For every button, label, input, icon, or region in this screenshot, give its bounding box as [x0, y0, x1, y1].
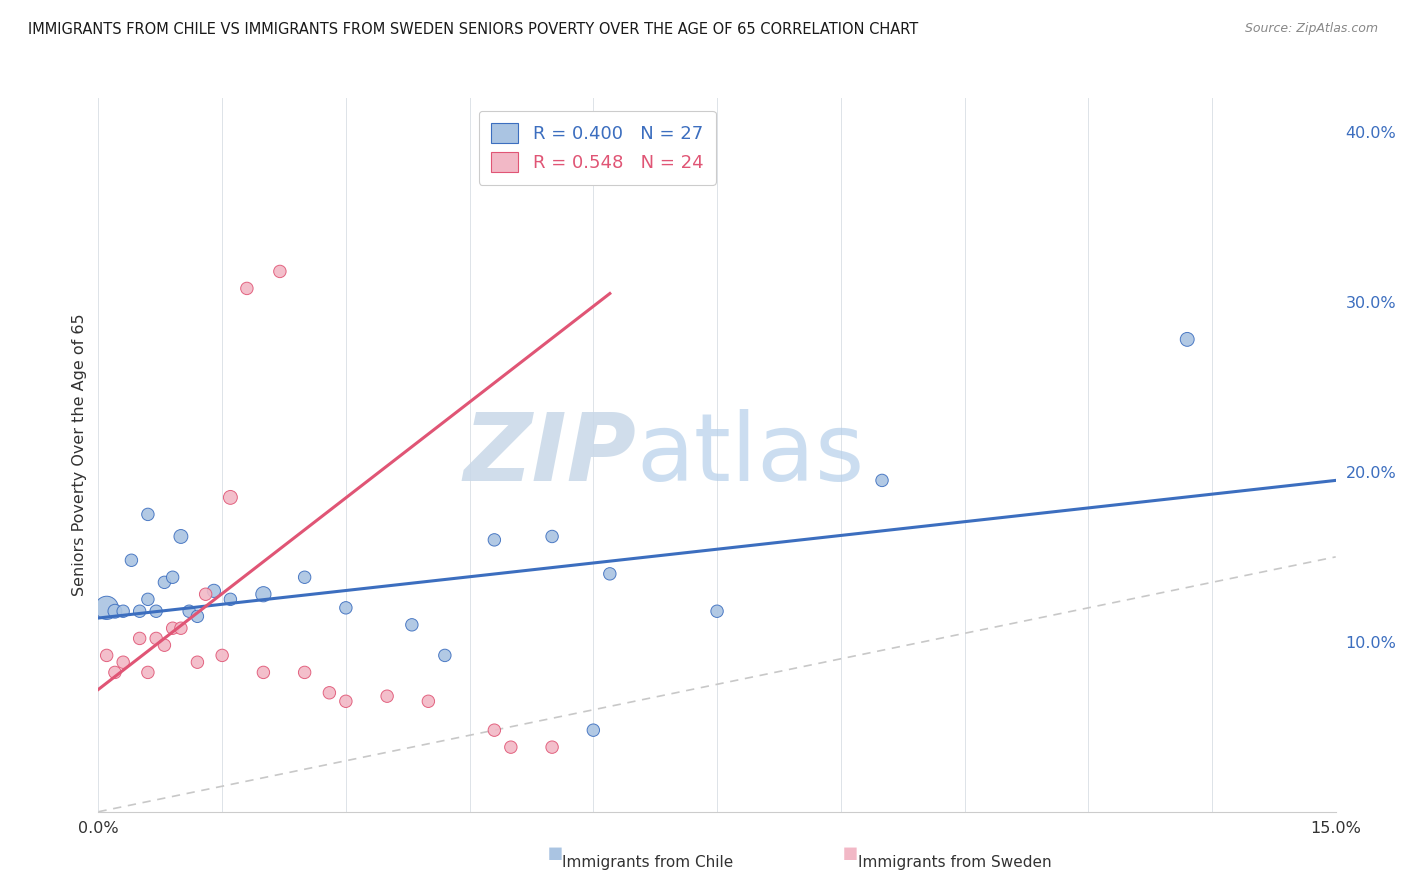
Point: [335, 694, 357, 708]
Point: [112, 655, 135, 669]
Point: [128, 604, 150, 618]
Point: [170, 621, 193, 635]
Point: [162, 570, 184, 584]
Point: [186, 609, 208, 624]
Point: [541, 529, 564, 543]
Point: [1175, 332, 1198, 346]
Point: [136, 508, 159, 522]
Point: [418, 694, 440, 708]
Point: [112, 604, 135, 618]
Point: [433, 648, 456, 663]
Point: [153, 638, 176, 652]
Point: [136, 592, 159, 607]
Point: [252, 665, 274, 680]
Point: [145, 632, 167, 646]
Point: [294, 665, 316, 680]
Point: [375, 689, 398, 703]
Point: [599, 566, 621, 581]
Point: [484, 533, 506, 547]
Point: [401, 617, 423, 632]
Point: [202, 583, 225, 598]
Point: [96, 600, 118, 615]
Y-axis label: Seniors Poverty Over the Age of 65: Seniors Poverty Over the Age of 65: [72, 314, 87, 596]
Point: [211, 648, 233, 663]
Point: [219, 592, 242, 607]
Point: [269, 264, 291, 278]
Point: [162, 621, 184, 635]
Point: [120, 553, 142, 567]
Text: ▪: ▪: [547, 841, 564, 865]
Text: IMMIGRANTS FROM CHILE VS IMMIGRANTS FROM SWEDEN SENIORS POVERTY OVER THE AGE OF : IMMIGRANTS FROM CHILE VS IMMIGRANTS FROM…: [28, 22, 918, 37]
Text: ZIP: ZIP: [464, 409, 637, 501]
Point: [219, 491, 242, 505]
Point: [870, 474, 893, 488]
Point: [136, 665, 159, 680]
Point: [541, 740, 564, 755]
Point: [252, 587, 274, 601]
Point: [186, 655, 208, 669]
Point: [582, 723, 605, 738]
Legend: R = 0.400   N = 27, R = 0.548   N = 24: R = 0.400 N = 27, R = 0.548 N = 24: [478, 111, 716, 185]
Text: Source: ZipAtlas.com: Source: ZipAtlas.com: [1244, 22, 1378, 36]
Point: [194, 587, 217, 601]
Point: [104, 665, 127, 680]
Point: [104, 604, 127, 618]
Point: [499, 740, 522, 755]
Point: [236, 281, 259, 295]
Point: [335, 600, 357, 615]
Point: [294, 570, 316, 584]
Point: [706, 604, 728, 618]
Text: Immigrants from Sweden: Immigrants from Sweden: [858, 855, 1052, 870]
Point: [318, 686, 340, 700]
Text: atlas: atlas: [637, 409, 865, 501]
Point: [179, 604, 201, 618]
Point: [170, 529, 193, 543]
Text: ▪: ▪: [842, 841, 859, 865]
Point: [96, 648, 118, 663]
Point: [153, 575, 176, 590]
Text: Immigrants from Chile: Immigrants from Chile: [562, 855, 734, 870]
Point: [145, 604, 167, 618]
Point: [484, 723, 506, 738]
Point: [128, 632, 150, 646]
